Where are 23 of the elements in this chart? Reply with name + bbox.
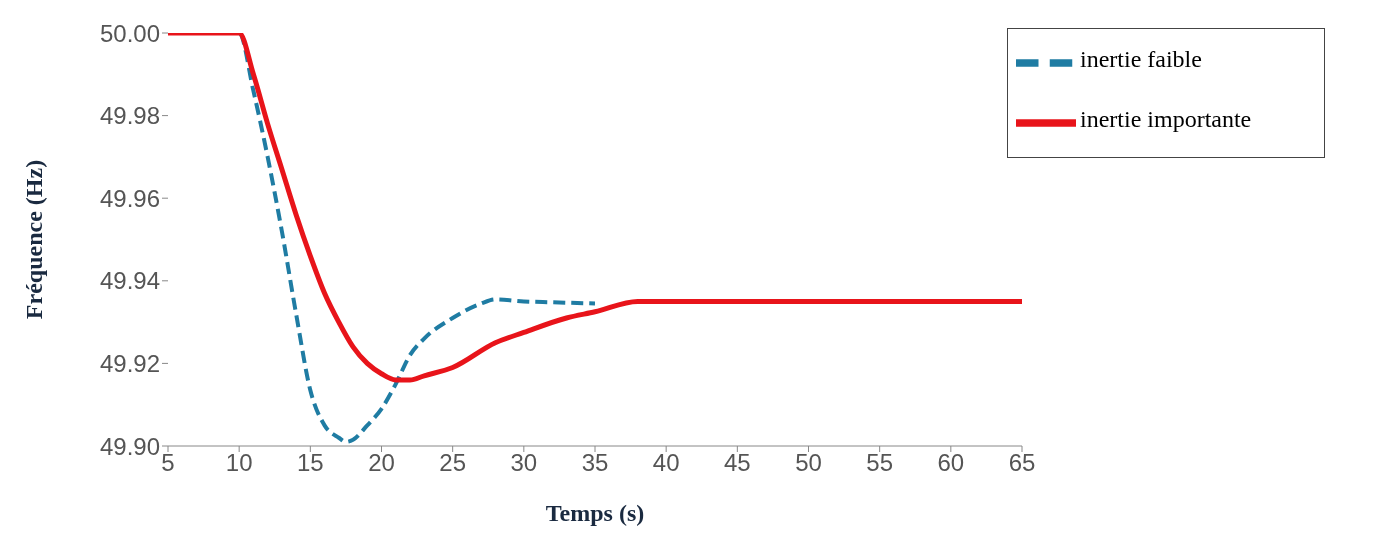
x-tick-label: 50 — [795, 449, 822, 477]
x-tick-label: 20 — [368, 449, 395, 477]
legend-label: inertie importante — [1080, 106, 1252, 133]
y-tick-label: 49.96 — [99, 184, 160, 212]
x-tick-label: 60 — [937, 449, 965, 477]
y-tick-label: 49.98 — [99, 102, 160, 130]
x-tick-label: 35 — [581, 449, 609, 477]
x-tick-label: 25 — [439, 449, 467, 477]
x-tick-label: 65 — [1008, 449, 1036, 477]
y-tick-label: 49.92 — [99, 349, 160, 377]
y-tick-label: 49.94 — [99, 267, 160, 295]
x-tick-label: 5 — [161, 449, 175, 477]
legend-label: inertie faible — [1080, 46, 1202, 73]
x-tick-label: 45 — [723, 449, 751, 477]
x-tick-label: 55 — [866, 449, 894, 477]
x-tick-label: 40 — [652, 449, 680, 477]
x-tick-label: 30 — [510, 449, 538, 477]
y-tick-label: 50.00 — [99, 19, 160, 47]
y-axis-title: Fréquence (Hz) — [20, 159, 47, 320]
x-tick-label: 10 — [225, 449, 253, 477]
x-axis-title: Temps (s) — [545, 500, 645, 526]
x-tick-label: 15 — [296, 449, 324, 477]
y-tick-label: 49.90 — [99, 432, 160, 460]
